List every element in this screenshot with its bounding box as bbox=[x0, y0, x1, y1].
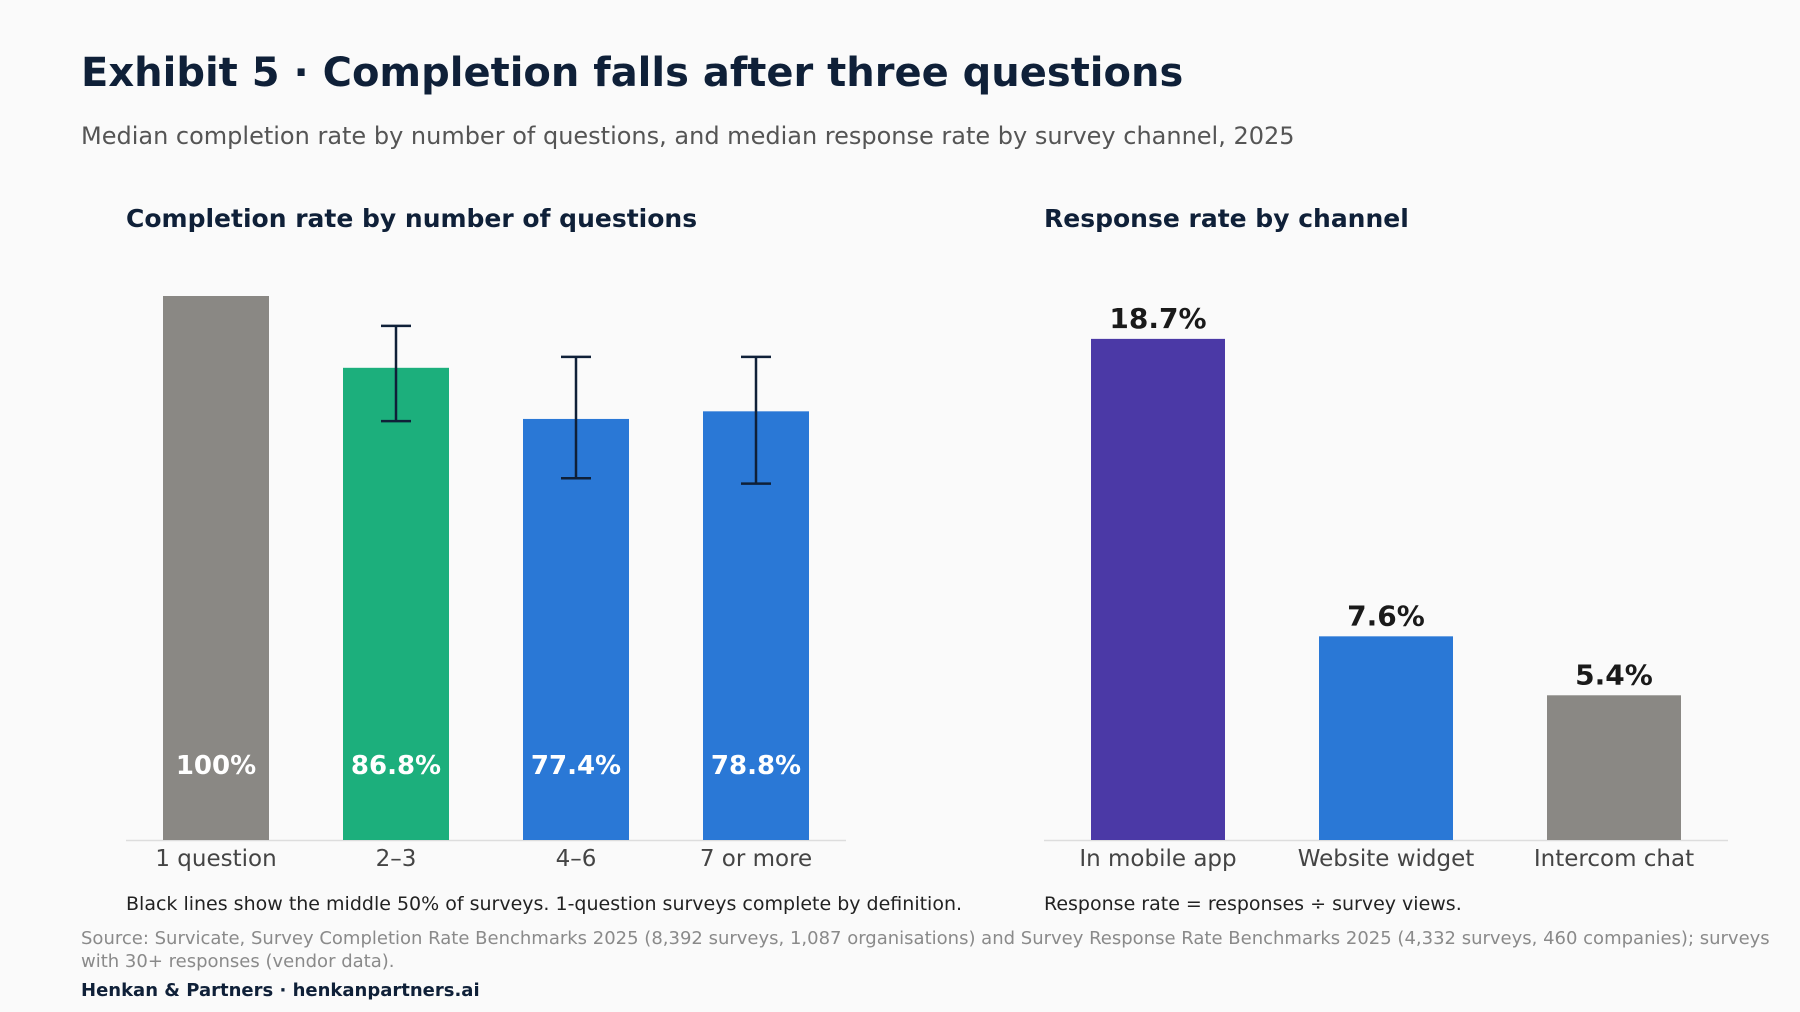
response-chart-title: Response rate by channel bbox=[1044, 204, 1409, 233]
completion-chart-title: Completion rate by number of questions bbox=[126, 204, 698, 233]
response-bar bbox=[1319, 636, 1453, 840]
completion-tick-label: 7 or more bbox=[700, 846, 812, 872]
completion-value-label: 86.8% bbox=[351, 751, 441, 781]
page-subtitle: Median completion rate by number of ques… bbox=[81, 122, 1295, 150]
completion-chart-note: Black lines show the middle 50% of surve… bbox=[126, 893, 963, 915]
completion-value-label: 77.4% bbox=[531, 751, 621, 781]
response-chart: 18.7% In mobile app 7.6% Website widget 5.4%… bbox=[1044, 302, 1728, 872]
response-tick-label: Intercom chat bbox=[1534, 846, 1694, 872]
completion-bar bbox=[523, 418, 629, 840]
completion-tick-label: 1 question bbox=[155, 846, 276, 872]
completion-value-label: 100% bbox=[176, 751, 256, 781]
response-value-label: 5.4% bbox=[1575, 658, 1653, 691]
completion-tick-label: 2–3 bbox=[376, 846, 417, 872]
response-tick-label: In mobile app bbox=[1079, 846, 1236, 872]
response-value-label: 18.7% bbox=[1109, 302, 1206, 335]
completion-bar bbox=[163, 296, 269, 840]
footer-brand: Henkan & Partners · henkanpartners.ai bbox=[81, 980, 480, 1001]
response-bar bbox=[1091, 338, 1225, 840]
completion-bar bbox=[343, 367, 449, 840]
response-chart-note: Response rate = responses ÷ survey views… bbox=[1044, 893, 1462, 915]
completion-value-label: 78.8% bbox=[711, 751, 801, 781]
completion-tick-label: 4–6 bbox=[556, 846, 597, 872]
completion-chart: 100% 1 question 86.8% 2–3 77.4% 4–6 78.8% 7 or … bbox=[126, 296, 846, 872]
response-bar bbox=[1547, 695, 1681, 840]
source-note: Source: Survicate, Survey Completion Rat… bbox=[81, 928, 1770, 972]
response-tick-label: Website widget bbox=[1298, 846, 1475, 872]
response-value-label: 7.6% bbox=[1347, 599, 1425, 632]
page-title: Exhibit 5 · Completion falls after three… bbox=[81, 50, 1184, 96]
